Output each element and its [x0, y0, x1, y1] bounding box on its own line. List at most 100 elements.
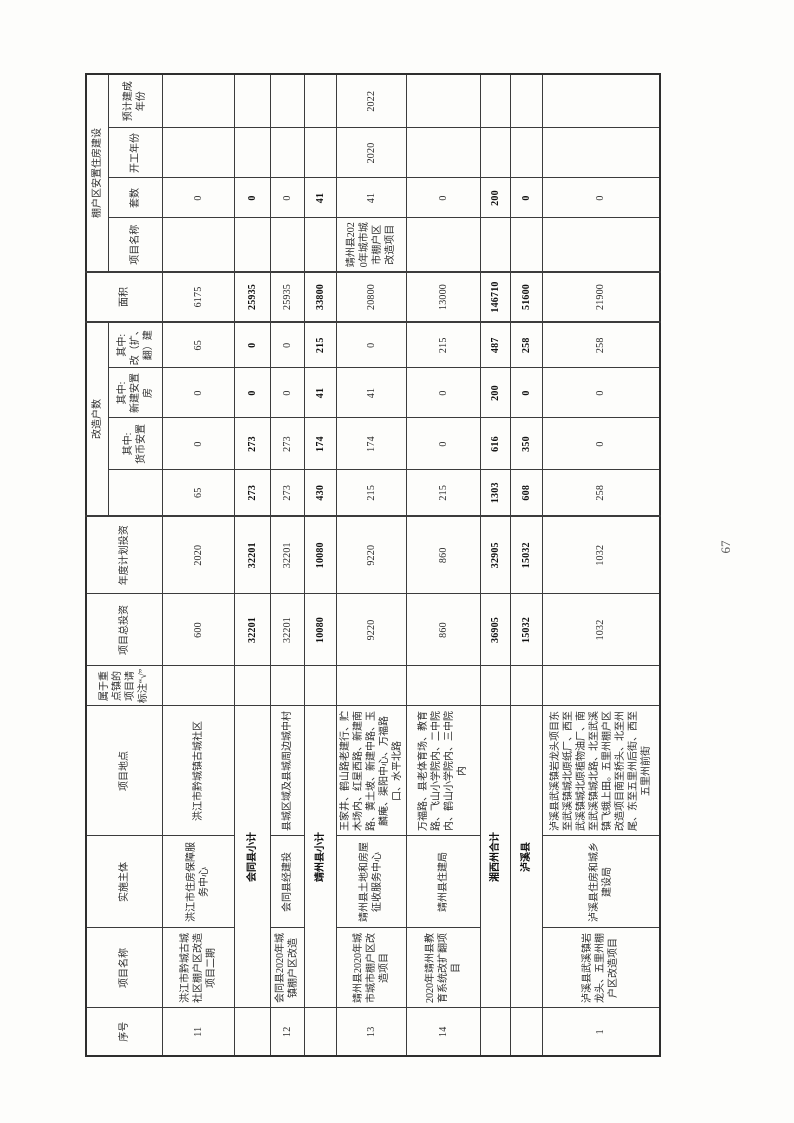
table-row: 14 2020年靖州县教育系统改扩翻项目 靖州县住建局 万福路、县老体育场、教育… — [406, 74, 480, 1056]
cell-total-investment: 1032 — [542, 594, 660, 666]
cell-annual-investment: 10080 — [304, 516, 336, 594]
cell-area: 51600 — [510, 272, 542, 322]
cell-start-year — [510, 128, 542, 178]
col-header-area: 面积 — [86, 272, 162, 322]
cell-no — [480, 1008, 510, 1056]
col-header-start-year: 开工年份 — [108, 128, 162, 178]
cell-key-town — [406, 666, 480, 706]
cell-subtotal-label: 湘西州合计 — [480, 706, 510, 1008]
cell-cash-settled: 0 — [542, 418, 660, 470]
cell-cash-settled: 273 — [234, 418, 270, 470]
cell-units: 0 — [406, 178, 480, 218]
cell-resettle-name: 靖州县2020年城市城市棚户区改造项目 — [336, 218, 406, 272]
cell-agency: 泸溪县住房和城乡建设局 — [542, 836, 660, 928]
cell-agency: 会同县经建投 — [270, 836, 304, 928]
cell-project-name: 2020年靖州县教育系统改扩翻项目 — [406, 928, 480, 1008]
cell-total-investment: 600 — [162, 594, 234, 666]
cell-area: 146710 — [480, 272, 510, 322]
cell-total-investment: 10080 — [304, 594, 336, 666]
cell-start-year — [480, 128, 510, 178]
cell-total-investment: 860 — [406, 594, 480, 666]
cell-area: 25935 — [270, 272, 304, 322]
cell-cash-settled: 0 — [162, 418, 234, 470]
cell-project-name: 会同县2020年城镇棚户区改造 — [270, 928, 304, 1008]
cell-new-housing: 0 — [406, 368, 480, 418]
cell-agency: 洪江市住房保障服务中心 — [162, 836, 234, 928]
cell-cash-settled: 616 — [480, 418, 510, 470]
page-number: 67 — [718, 540, 733, 554]
table-row-subtotal: 湘西州合计 36905 32905 1303 616 200 487 14671… — [480, 74, 510, 1056]
cell-cash-settled: 174 — [336, 418, 406, 470]
cell-key-town — [234, 666, 270, 706]
cell-no: 14 — [406, 1008, 480, 1056]
cell-units: 0 — [510, 178, 542, 218]
cell-no — [304, 1008, 336, 1056]
cell-location: 泸溪县武溪镇岩龙头项目东至武溪镇城北原纸厂、西至武溪镇城北原植物油厂、南至武溪镇… — [542, 706, 660, 836]
cell-subtotal-label: 会同县小计 — [234, 706, 270, 1008]
cell-renovated: 215 — [406, 322, 480, 368]
cell-units: 200 — [480, 178, 510, 218]
cell-new-housing: 41 — [304, 368, 336, 418]
cell-area: 21900 — [542, 272, 660, 322]
cell-finish-year — [510, 74, 542, 128]
col-header-serial: 序号 — [86, 1008, 162, 1056]
cell-key-town — [510, 666, 542, 706]
cell-start-year — [234, 128, 270, 178]
cell-resettle-name — [480, 218, 510, 272]
col-header-key-town: 属于重点镇的项目请标注“√” — [86, 666, 162, 706]
table-row: 11 洪江市黔城古城社区棚户区改造项目二期 洪江市住房保障服务中心 洪江市黔城镇… — [162, 74, 234, 1056]
cell-finish-year: 2022 — [336, 74, 406, 128]
cell-annual-investment: 9220 — [336, 516, 406, 594]
cell-resettle-name — [510, 218, 542, 272]
cell-renovated: 258 — [510, 322, 542, 368]
cell-start-year — [542, 128, 660, 178]
header-row-groups: 序号 项目名称 实施主体 项目地点 属于重点镇的项目请标注“√” 项目总投资 年… — [86, 74, 162, 1056]
cell-annual-investment: 1032 — [542, 516, 660, 594]
cell-new-housing: 0 — [234, 368, 270, 418]
rotated-table-area: 序号 项目名称 实施主体 项目地点 属于重点镇的项目请标注“√” 项目总投资 年… — [85, 73, 669, 1057]
cell-annual-investment: 32905 — [480, 516, 510, 594]
cell-finish-year — [542, 74, 660, 128]
landscape-sheet: 序号 项目名称 实施主体 项目地点 属于重点镇的项目请标注“√” 项目总投资 年… — [85, 73, 661, 1057]
cell-new-housing: 0 — [162, 368, 234, 418]
cell-renovated: 65 — [162, 322, 234, 368]
cell-units: 0 — [162, 178, 234, 218]
cell-subtotal-label: 靖州县小计 — [304, 706, 336, 1008]
cell-total-investment: 9220 — [336, 594, 406, 666]
cell-agency: 靖州县土地和房屋征收服务中心 — [336, 836, 406, 928]
cell-units: 0 — [234, 178, 270, 218]
cell-no — [510, 1008, 542, 1056]
cell-resettle-name — [406, 218, 480, 272]
cell-start-year — [270, 128, 304, 178]
cell-renovated: 215 — [304, 322, 336, 368]
cell-location: 王家井、鹤山路老建行、贮木场内、红星西路、新建南路、黄土坡、新建中路、玉麟庵、渠… — [336, 706, 406, 836]
cell-finish-year — [234, 74, 270, 128]
cell-annual-investment: 860 — [406, 516, 480, 594]
col-header-location: 项目地点 — [86, 706, 162, 836]
cell-households-total: 608 — [510, 470, 542, 516]
cell-key-town — [270, 666, 304, 706]
cell-no: 13 — [336, 1008, 406, 1056]
cell-households-total: 215 — [406, 470, 480, 516]
cell-project-name: 靖州县2020年城市城市棚户区改造项目 — [336, 928, 406, 1008]
cell-total-investment: 36905 — [480, 594, 510, 666]
cell-subtotal-label: 泸溪县 — [510, 706, 542, 1008]
cell-key-town — [336, 666, 406, 706]
cell-renovated: 0 — [234, 322, 270, 368]
cell-resettle-name — [162, 218, 234, 272]
cell-renovated: 0 — [270, 322, 304, 368]
cell-total-investment: 15032 — [510, 594, 542, 666]
cell-area: 6175 — [162, 272, 234, 322]
cell-total-investment: 32201 — [270, 594, 304, 666]
cell-resettle-name — [270, 218, 304, 272]
table-row-subtotal: 泸溪县 15032 15032 608 350 0 258 51600 0 — [510, 74, 542, 1056]
col-header-total-investment: 项目总投资 — [86, 594, 162, 666]
cell-annual-investment: 15032 — [510, 516, 542, 594]
col-group-resettlement-housing: 棚户区安置住房建设 — [86, 74, 108, 272]
cell-units: 41 — [336, 178, 406, 218]
cell-finish-year — [162, 74, 234, 128]
cell-households-total: 215 — [336, 470, 406, 516]
cell-annual-investment: 32201 — [270, 516, 304, 594]
col-header-households-total — [108, 470, 162, 516]
